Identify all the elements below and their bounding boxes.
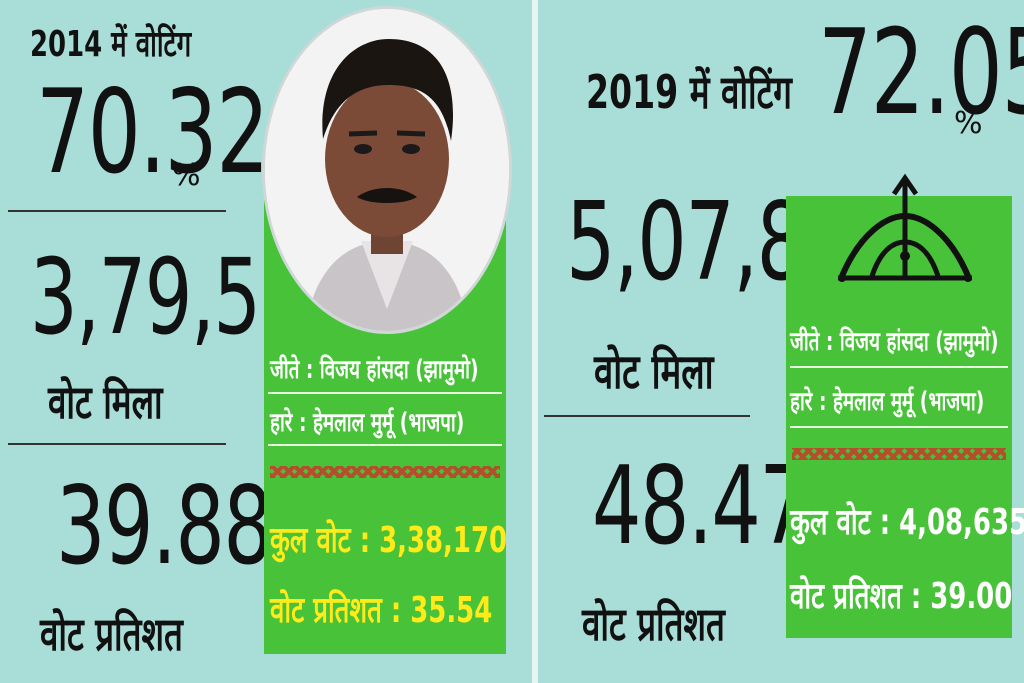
result-card-2019 <box>786 196 1012 638</box>
panel-separator <box>532 0 538 683</box>
divider-line <box>8 210 226 212</box>
vote-percent-2014: वोट प्रतिशत : 35.54 <box>270 590 493 631</box>
heading-2014: 2014 में वोटिंग <box>30 24 192 65</box>
turnout-2014-value: 70.32 <box>36 65 269 200</box>
loser-text-2019: हारे : हेमलाल मुर्मू (भाजपा) <box>790 387 985 417</box>
card-divider <box>268 444 502 446</box>
divider-line <box>544 415 750 417</box>
winner-text-2019: जीते : विजय हांसदा (झामुमो) <box>790 327 999 357</box>
total-votes-2019: कुल वोट : 4,08,635 <box>790 502 1024 543</box>
turnout-2019-value: 72.05 <box>818 3 1024 141</box>
votes-2019-label: वोट मिला <box>594 344 714 400</box>
card-divider <box>268 392 502 394</box>
turnout-2014-percent: % <box>172 158 201 193</box>
bow-and-arrow-icon <box>830 172 980 292</box>
candidate-photo <box>262 6 512 334</box>
share-2014-label: वोट प्रतिशत <box>40 607 183 661</box>
divider-line <box>8 443 226 445</box>
panel-2014: 2014 में वोटिंग 70.32 % 3,79,507 वोट मिल… <box>8 6 512 661</box>
card-divider <box>790 426 1008 428</box>
total-votes-2014: कुल वोट : 3,38,170 <box>270 520 508 561</box>
votes-2014-label: वोट मिला <box>48 375 163 429</box>
share-2019-value: 48.47 <box>592 444 809 569</box>
share-2014-value: 39.88 <box>56 464 273 589</box>
decorative-border <box>270 466 500 478</box>
share-2019-label: वोट प्रतिशत <box>582 597 725 651</box>
heading-2019: 2019 में वोटिंग <box>586 65 792 119</box>
vote-percent-2019: वोट प्रतिशत : 39.00 <box>790 576 1013 617</box>
decorative-border <box>792 448 1006 460</box>
loser-text-2014: हारे : हेमलाल मुर्मू (भाजपा) <box>270 408 465 438</box>
card-divider <box>790 366 1008 368</box>
winner-text-2014: जीते : विजय हांसदा (झामुमो) <box>270 355 479 385</box>
turnout-2019-percent: % <box>954 106 983 141</box>
panel-2019: 2019 में वोटिंग 72.05 % 5,07,830 वोट मिल… <box>538 0 1024 683</box>
